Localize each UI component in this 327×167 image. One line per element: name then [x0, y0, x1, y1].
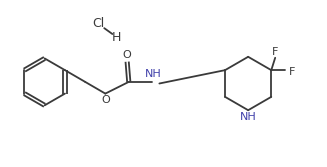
Text: O: O — [101, 95, 110, 105]
Text: O: O — [123, 50, 131, 60]
Text: F: F — [272, 47, 279, 57]
Text: NH: NH — [145, 69, 161, 79]
Text: H: H — [112, 31, 121, 44]
Text: Cl: Cl — [92, 17, 105, 30]
Text: NH: NH — [240, 112, 257, 122]
Text: F: F — [289, 67, 295, 77]
